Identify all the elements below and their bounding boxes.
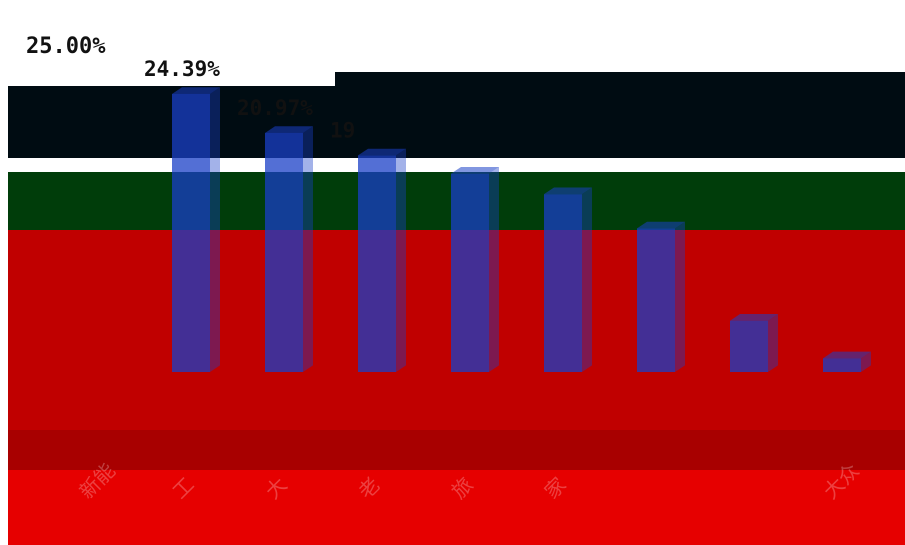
bar-3 <box>358 148 406 372</box>
data-label-1: 24.39% <box>144 57 220 81</box>
x-tick-label-4: 旅 <box>447 472 478 503</box>
bar-side <box>861 351 871 372</box>
bar-side <box>675 221 685 372</box>
x-tick-label-3: 老 <box>354 472 385 503</box>
band-black <box>8 86 905 158</box>
bar-6 <box>637 221 685 372</box>
x-tick-label-8: 大众 <box>819 458 864 503</box>
bar-face <box>823 358 861 372</box>
bar-side <box>489 166 499 372</box>
bar-face <box>358 155 396 372</box>
band-lower <box>8 470 905 545</box>
bar-7 <box>730 314 778 372</box>
bar-top <box>637 221 685 229</box>
data-label-2: 20.97% <box>237 96 313 120</box>
data-label-3: 19 <box>330 118 355 142</box>
bar-face <box>451 173 489 372</box>
x-tick-label-5: 家 <box>540 472 571 503</box>
bar-top <box>172 87 220 94</box>
bar-top <box>358 148 406 156</box>
bar-top <box>823 351 871 359</box>
bar-face <box>544 194 582 372</box>
bar-side <box>396 148 406 372</box>
bar-face <box>730 320 768 372</box>
bar-side <box>768 314 778 372</box>
bar-top <box>265 126 313 133</box>
x-tick-label-1: 工 <box>168 472 199 503</box>
bar-8 <box>823 351 871 372</box>
x-tick-label-2: 大 <box>261 472 292 503</box>
bar-face <box>172 93 210 372</box>
band-dark <box>8 430 905 470</box>
bar-5 <box>544 187 592 372</box>
bar-side <box>210 87 220 373</box>
bar-4 <box>451 166 499 372</box>
band-black-extension <box>335 72 905 88</box>
bar-top <box>451 166 499 174</box>
bar-1 <box>172 87 220 373</box>
bar-face <box>265 132 303 372</box>
bar-top <box>730 314 778 321</box>
bar-side <box>303 126 313 372</box>
bar-2 <box>265 126 313 372</box>
y-axis-max-label: 25.00% <box>26 34 106 59</box>
x-tick-label-0: 新能 <box>75 458 120 503</box>
bar-top <box>544 187 592 195</box>
bar-side <box>582 187 592 372</box>
bar-face <box>637 228 675 372</box>
